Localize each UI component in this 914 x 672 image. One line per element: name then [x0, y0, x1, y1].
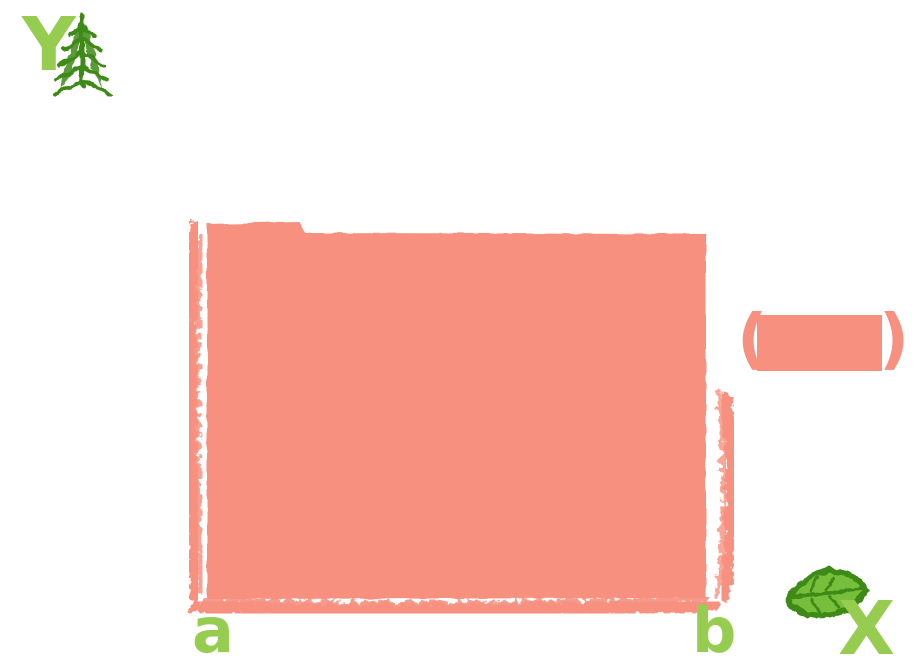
x-axis-leaf-arrow-icon	[784, 567, 870, 620]
region-left-edge-brush	[184, 219, 203, 603]
y-axis-fern-arrow-icon	[52, 11, 112, 96]
bound-lines-group	[202, 28, 717, 600]
region-right-edge-brush	[718, 394, 738, 602]
shaded-area-fill	[207, 222, 706, 599]
upper-bound-label: b	[692, 594, 737, 667]
lower-bound-label: a	[192, 594, 234, 667]
region-left-edge-brush-2	[192, 234, 205, 596]
annotation-function-block	[757, 315, 882, 371]
region-baseline-brush-2	[202, 595, 710, 610]
region-baseline-brush	[189, 597, 719, 619]
axes-group	[32, 34, 856, 656]
region-right-edge-brush-2	[714, 389, 727, 597]
annotation-paren-right: )	[879, 300, 910, 377]
function-annotation: ( )	[737, 303, 909, 379]
shaded-area-group	[184, 219, 738, 619]
x-axis-label: X	[838, 586, 896, 672]
y-axis-label: Y	[22, 2, 76, 88]
